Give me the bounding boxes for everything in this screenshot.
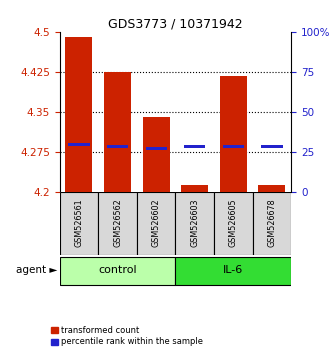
- Bar: [137, 192, 175, 255]
- Bar: [175, 192, 214, 255]
- Bar: [261, 145, 283, 148]
- Bar: [143, 118, 169, 192]
- Text: IL-6: IL-6: [223, 266, 244, 275]
- Bar: [68, 143, 89, 146]
- Text: GSM526562: GSM526562: [113, 198, 122, 247]
- Text: GSM526605: GSM526605: [229, 198, 238, 247]
- Bar: [181, 185, 208, 192]
- Legend: transformed count, percentile rank within the sample: transformed count, percentile rank withi…: [47, 322, 207, 350]
- Bar: [104, 72, 131, 192]
- Bar: [184, 145, 205, 148]
- Bar: [65, 37, 92, 192]
- Text: GSM526603: GSM526603: [190, 198, 199, 247]
- Bar: [259, 185, 285, 192]
- Bar: [60, 192, 98, 255]
- Text: GSM526678: GSM526678: [267, 198, 276, 247]
- Text: GSM526602: GSM526602: [152, 198, 161, 247]
- Text: control: control: [98, 266, 137, 275]
- Bar: [98, 192, 137, 255]
- Bar: [60, 257, 175, 285]
- Bar: [146, 147, 167, 150]
- Bar: [253, 192, 291, 255]
- Text: agent ►: agent ►: [16, 266, 58, 275]
- Bar: [220, 76, 247, 192]
- Bar: [214, 192, 253, 255]
- Bar: [223, 145, 244, 148]
- Title: GDS3773 / 10371942: GDS3773 / 10371942: [108, 18, 243, 31]
- Text: GSM526561: GSM526561: [74, 198, 83, 247]
- Bar: [175, 257, 291, 285]
- Bar: [107, 145, 128, 148]
